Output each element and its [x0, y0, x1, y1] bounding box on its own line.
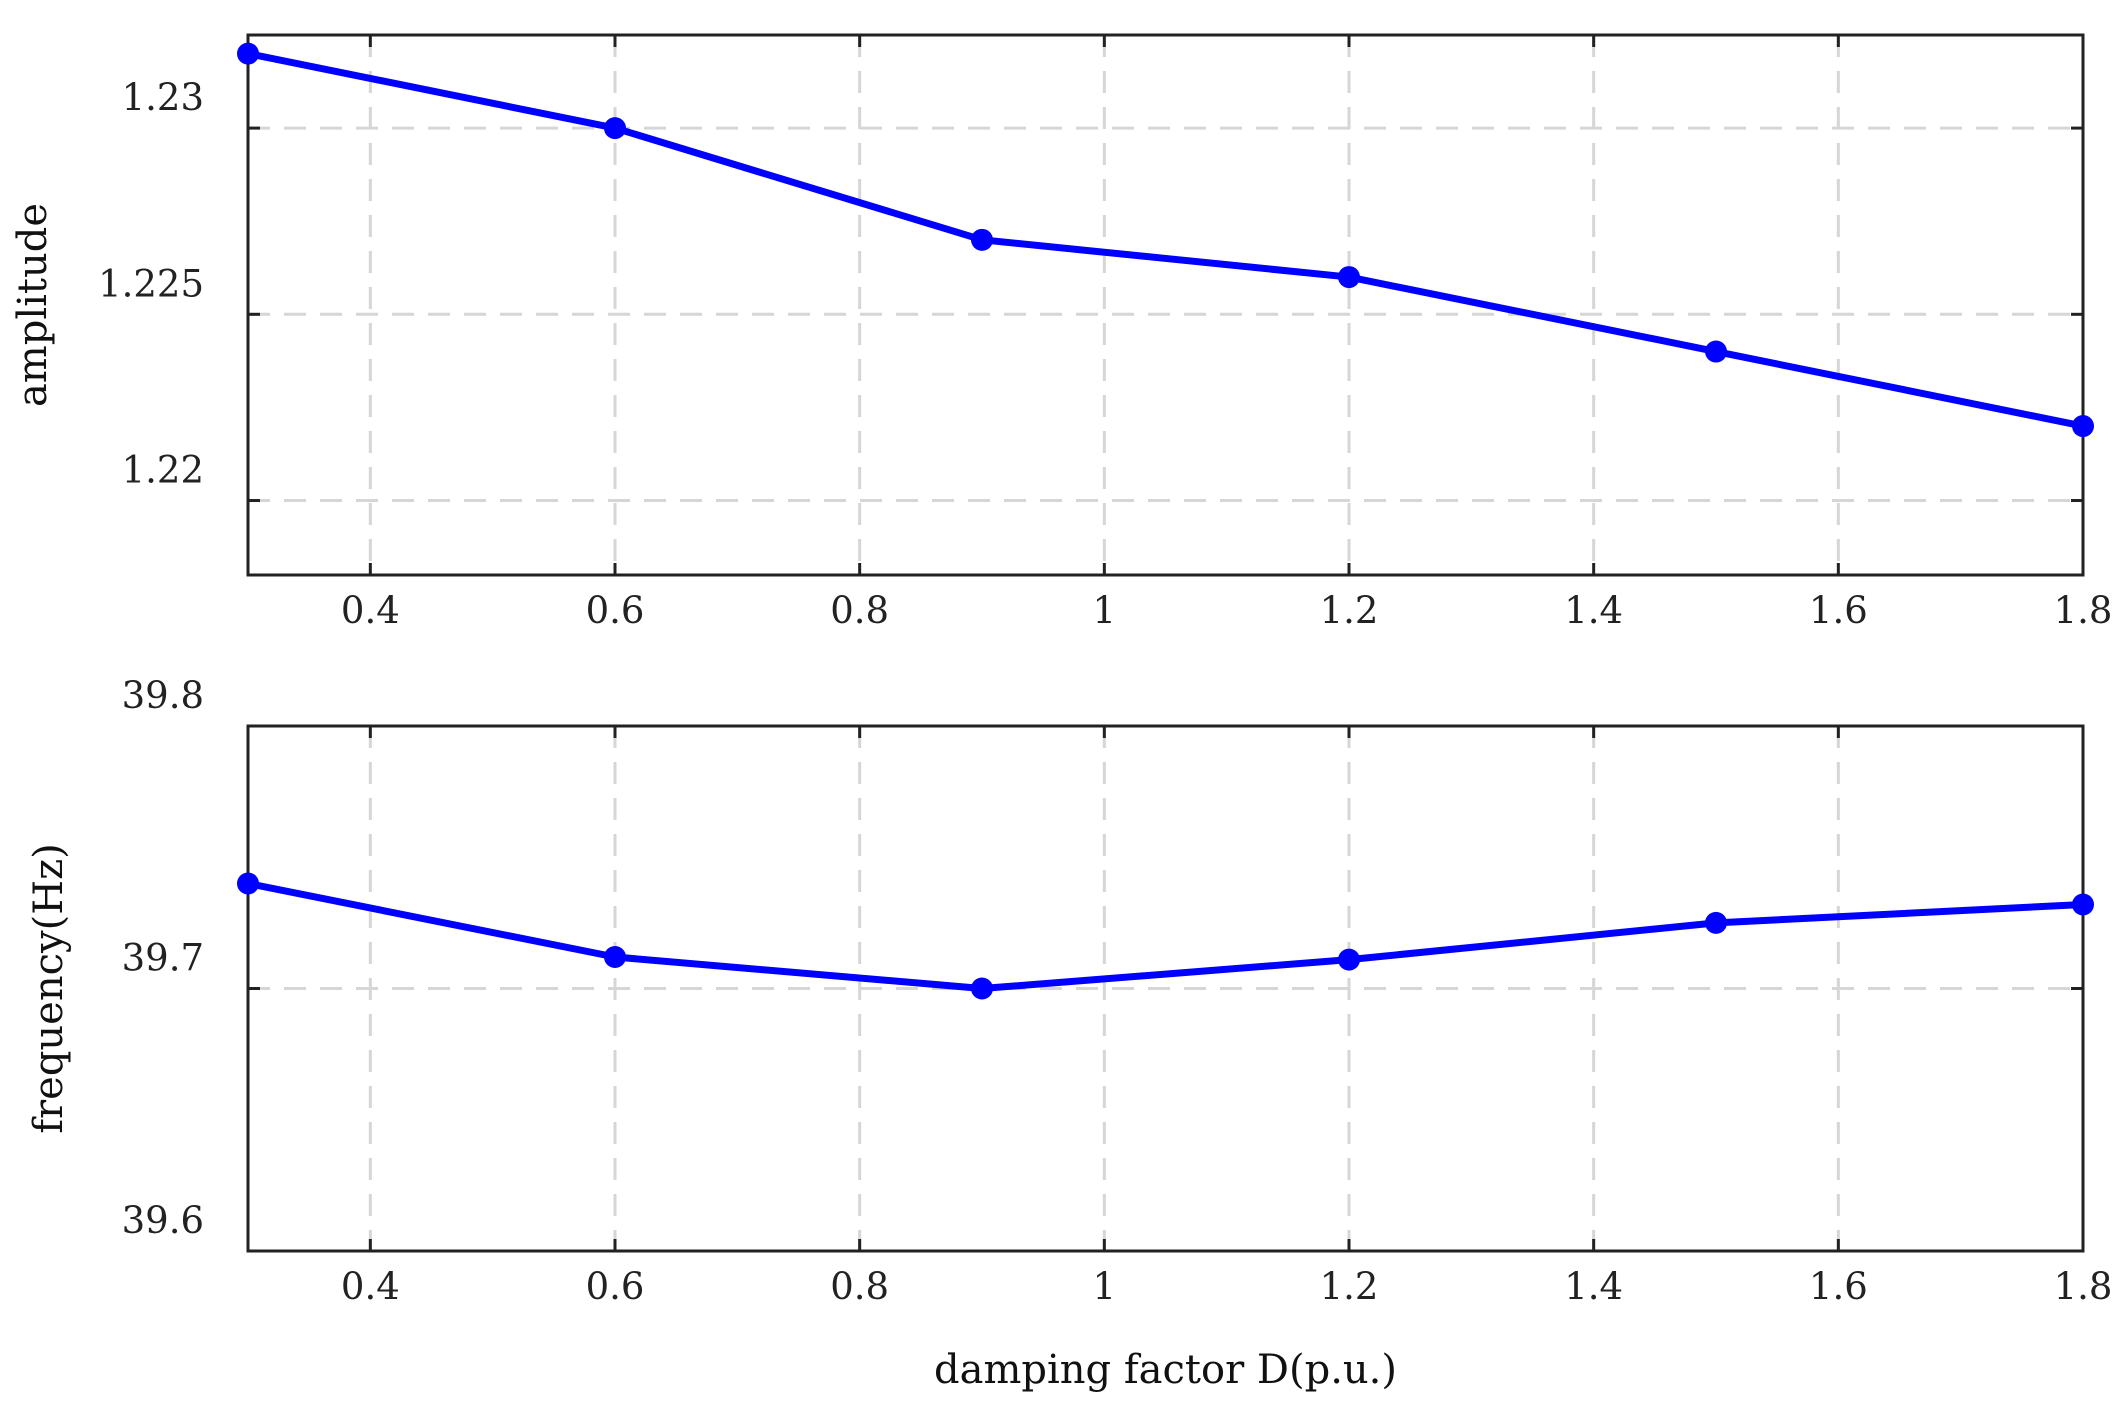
- frequency-y-tick-label: 39.8: [122, 674, 204, 717]
- amplitude-x-tick-label: 1.4: [1564, 589, 1623, 632]
- amplitude-plot-frame: [246, 33, 2085, 577]
- frequency-data-point: [1705, 911, 1727, 934]
- amplitude-x-tick-label: 1: [1093, 589, 1117, 632]
- amplitude-data-point: [2072, 415, 2094, 438]
- amplitude-series-line: [244, 50, 2087, 430]
- amplitude-y-tick-label: 1.23: [122, 76, 204, 119]
- frequency-y-axis-label: frequency(Hz): [26, 843, 72, 1134]
- amplitude-data-point: [1338, 266, 1360, 289]
- frequency-x-tick-label: 0.6: [586, 1265, 645, 1308]
- amplitude-data-point: [1705, 340, 1727, 363]
- frequency-data-point: [971, 977, 993, 1000]
- frequency-x-tick-label: 0.8: [830, 1265, 889, 1308]
- x-axis-label: damping factor D(p.u.): [934, 1347, 1397, 1393]
- amplitude-data-point: [237, 42, 259, 65]
- amplitude-x-tick-label: 0.8: [830, 589, 889, 632]
- amplitude-y-axis-label: amplitude: [10, 203, 56, 407]
- frequency-data-point: [2072, 893, 2094, 916]
- frequency-panel: 0.4 0.6 0.8 1 1.2 1.4 1.6 1.8 39.6 39.7 39.8 freque…: [26, 674, 2112, 1393]
- amplitude-y-tick-label: 1.225: [98, 262, 204, 305]
- frequency-x-tick-label: 1.8: [2054, 1265, 2113, 1308]
- amplitude-panel: 0.4 0.6 0.8 1 1.2 1.4 1.6 1.8 1.22 1.225 1.23 ampli…: [10, 33, 2113, 632]
- frequency-data-point: [237, 872, 259, 895]
- frequency-data-point: [1338, 948, 1360, 971]
- frequency-x-tick-label: 1.4: [1564, 1265, 1623, 1308]
- frequency-series-line: [244, 880, 2087, 992]
- amplitude-data-point: [604, 117, 626, 140]
- amplitude-x-tick-label: 0.4: [341, 589, 400, 632]
- frequency-x-tick-label: 1: [1093, 1265, 1117, 1308]
- amplitude-x-tick-label: 1.2: [1320, 589, 1379, 632]
- amplitude-x-tick-label: 0.6: [586, 589, 645, 632]
- frequency-x-tick-label: 1.6: [1809, 1265, 1868, 1308]
- frequency-x-tick-label: 0.4: [341, 1265, 400, 1308]
- frequency-x-tick-label: 1.2: [1320, 1265, 1379, 1308]
- amplitude-data-point: [971, 228, 993, 251]
- frequency-y-tick-label: 39.6: [122, 1199, 204, 1242]
- amplitude-x-tick-label: 1.8: [2054, 589, 2113, 632]
- frequency-data-point: [604, 946, 626, 968]
- amplitude-y-tick-label: 1.22: [122, 449, 204, 492]
- frequency-y-tick-label: 39.7: [122, 937, 204, 980]
- amplitude-x-tick-label: 1.6: [1809, 589, 1868, 632]
